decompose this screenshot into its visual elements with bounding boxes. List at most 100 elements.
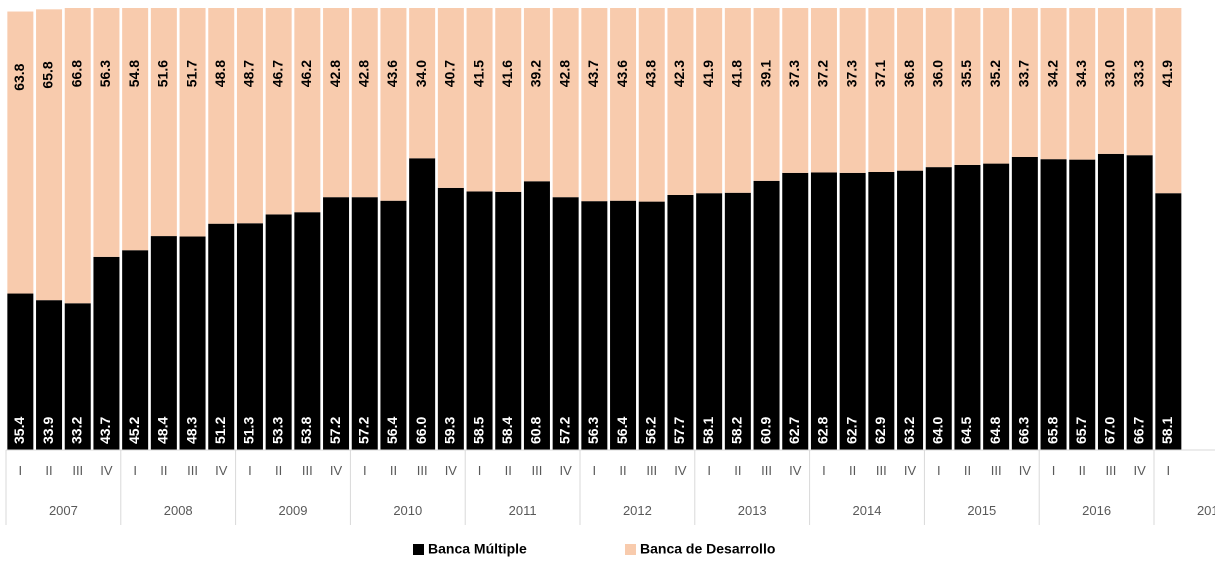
data-label: 58.1 bbox=[700, 417, 716, 444]
data-label: 62.8 bbox=[815, 417, 831, 444]
bar-segment bbox=[782, 8, 809, 173]
x-tick-label: II bbox=[45, 463, 52, 478]
bar-segment bbox=[1011, 8, 1038, 157]
bar-segment bbox=[323, 197, 350, 450]
bar-segment bbox=[638, 8, 665, 202]
bar-segment bbox=[64, 8, 91, 304]
bar-segment bbox=[868, 8, 895, 172]
data-label: 37.2 bbox=[815, 60, 831, 87]
bar-segment bbox=[7, 293, 34, 450]
data-label: 35.2 bbox=[987, 60, 1003, 87]
data-label: 37.3 bbox=[786, 60, 802, 87]
data-label: 65.7 bbox=[1073, 417, 1089, 444]
bar-segment bbox=[265, 8, 292, 215]
bar-segment bbox=[179, 236, 206, 450]
bar-segment bbox=[667, 8, 694, 195]
bar-segment bbox=[466, 191, 493, 450]
bar-segment bbox=[839, 8, 866, 173]
bar-segment bbox=[638, 201, 665, 450]
data-label: 41.9 bbox=[1159, 60, 1175, 87]
legend-label: Banca de Desarrollo bbox=[640, 541, 775, 557]
bar-segment bbox=[1069, 159, 1096, 450]
bar-segment bbox=[236, 223, 263, 450]
bar-segment bbox=[179, 8, 206, 237]
bar-segment bbox=[954, 164, 981, 450]
bar-segment bbox=[294, 212, 321, 450]
bar-segment bbox=[150, 236, 177, 450]
bar-segment bbox=[581, 201, 608, 450]
data-label: 65.8 bbox=[1044, 417, 1060, 444]
bar-segment bbox=[1155, 193, 1182, 450]
x-tick-label: II bbox=[505, 463, 512, 478]
bar-segment bbox=[753, 8, 780, 181]
data-label: 56.4 bbox=[614, 417, 630, 444]
data-label: 33.2 bbox=[68, 417, 84, 444]
bar-segment bbox=[236, 8, 263, 224]
x-tick-label: IV bbox=[674, 463, 687, 478]
bar-segment bbox=[1097, 153, 1124, 451]
data-label: 57.2 bbox=[556, 417, 572, 444]
x-tick-label: II bbox=[734, 463, 741, 478]
bar-segment bbox=[1040, 8, 1067, 160]
legend-label: Banca Múltiple bbox=[428, 541, 527, 557]
legend-swatch bbox=[413, 544, 424, 555]
x-tick-label: III bbox=[991, 463, 1002, 478]
x-tick-label: I bbox=[593, 463, 597, 478]
data-label: 42.8 bbox=[327, 60, 343, 87]
x-tick-label: II bbox=[964, 463, 971, 478]
data-label: 45.2 bbox=[126, 417, 142, 444]
x-tick-label: I bbox=[1167, 463, 1171, 478]
bar-segment bbox=[36, 300, 63, 450]
bar-segment bbox=[696, 8, 723, 194]
bar-segment bbox=[839, 172, 866, 450]
bar-segment bbox=[7, 11, 34, 294]
x-tick-label: I bbox=[707, 463, 711, 478]
x-tick-label: IV bbox=[904, 463, 917, 478]
data-label: 33.0 bbox=[1102, 60, 1118, 87]
data-label: 51.2 bbox=[212, 417, 228, 444]
data-label: 40.7 bbox=[442, 60, 458, 87]
bar-segment bbox=[753, 180, 780, 450]
data-label: 43.6 bbox=[614, 60, 630, 87]
x-tick-label: II bbox=[275, 463, 282, 478]
group-label: 2013 bbox=[738, 503, 767, 518]
data-label: 56.4 bbox=[384, 417, 400, 444]
bar-segment bbox=[983, 163, 1010, 451]
data-label: 66.7 bbox=[1130, 417, 1146, 444]
group-label: 2008 bbox=[164, 503, 193, 518]
x-tick-label: IV bbox=[100, 463, 113, 478]
bar-segment bbox=[1155, 8, 1182, 194]
bar-segment bbox=[265, 214, 292, 450]
data-label: 63.8 bbox=[11, 63, 27, 90]
group-label: 2007 bbox=[49, 503, 78, 518]
x-tick-label: IV bbox=[1134, 463, 1147, 478]
bar-segment bbox=[782, 172, 809, 450]
data-label: 39.1 bbox=[757, 60, 773, 87]
x-tick-label: II bbox=[849, 463, 856, 478]
data-label: 65.8 bbox=[40, 61, 56, 88]
data-label: 33.9 bbox=[40, 417, 56, 444]
data-label: 39.2 bbox=[528, 60, 544, 87]
bar-segment bbox=[323, 8, 350, 198]
legend-swatch bbox=[625, 544, 636, 555]
data-label: 34.0 bbox=[413, 60, 429, 87]
data-label: 43.7 bbox=[97, 417, 113, 444]
data-label: 33.3 bbox=[1130, 60, 1146, 87]
data-label: 37.3 bbox=[843, 60, 859, 87]
bar-segment bbox=[466, 8, 493, 192]
bar-segment bbox=[409, 158, 436, 450]
bar-segment bbox=[897, 170, 924, 450]
bar-segment bbox=[36, 9, 63, 301]
bar-segment bbox=[696, 193, 723, 450]
x-tick-label: IV bbox=[560, 463, 573, 478]
data-label: 35.4 bbox=[11, 417, 27, 444]
data-label: 56.2 bbox=[642, 417, 658, 444]
data-label: 48.8 bbox=[212, 60, 228, 87]
bar-segment bbox=[983, 8, 1010, 164]
data-label: 62.7 bbox=[843, 417, 859, 444]
data-label: 67.0 bbox=[1102, 417, 1118, 444]
bar-segment bbox=[724, 192, 751, 451]
data-label: 48.3 bbox=[183, 417, 199, 444]
data-label: 59.3 bbox=[442, 417, 458, 444]
bar-segment bbox=[93, 8, 120, 257]
